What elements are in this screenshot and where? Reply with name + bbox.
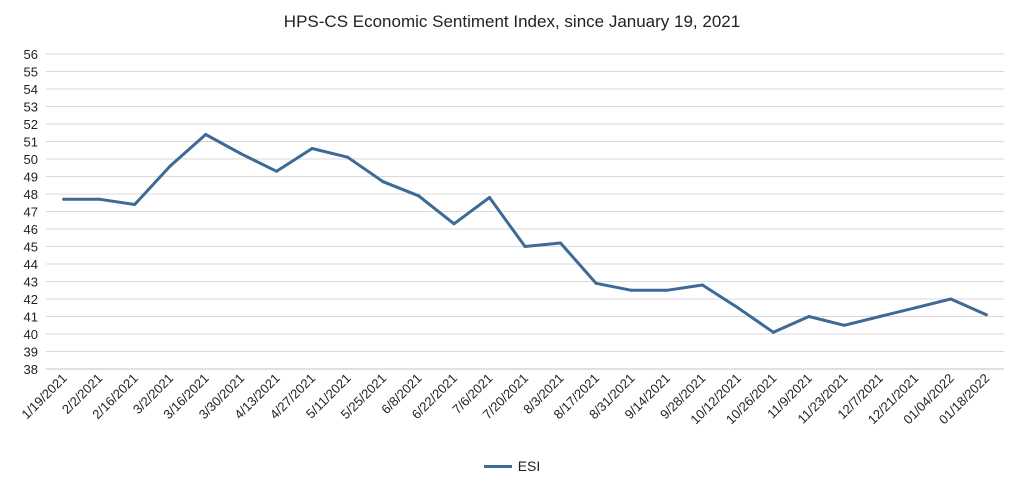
data-point-8 bbox=[346, 155, 350, 159]
data-point-3 bbox=[168, 164, 172, 168]
y-tick-label-40: 40 bbox=[24, 327, 38, 342]
data-point-11 bbox=[452, 222, 456, 226]
data-point-4 bbox=[204, 133, 208, 136]
y-tick-label-43: 43 bbox=[24, 275, 38, 290]
y-tick-label-41: 41 bbox=[24, 310, 38, 325]
data-point-19 bbox=[736, 306, 740, 310]
y-tick-label-47: 47 bbox=[24, 205, 38, 220]
data-point-6 bbox=[275, 169, 279, 173]
data-point-26 bbox=[984, 313, 988, 317]
y-tick-label-49: 49 bbox=[24, 170, 38, 185]
data-point-18 bbox=[700, 283, 704, 287]
x-tick-label-0: 1/19/2021 bbox=[18, 371, 70, 423]
data-point-15 bbox=[594, 281, 598, 285]
data-point-22 bbox=[842, 323, 846, 327]
y-tick-label-38: 38 bbox=[24, 362, 38, 377]
data-point-5 bbox=[239, 152, 243, 156]
y-tick-label-54: 54 bbox=[24, 82, 38, 97]
data-point-21 bbox=[807, 315, 811, 318]
data-point-2 bbox=[133, 203, 137, 206]
y-tick-label-55: 55 bbox=[24, 65, 38, 80]
data-point-20 bbox=[771, 330, 775, 334]
y-tick-label-39: 39 bbox=[24, 345, 38, 360]
y-tick-label-50: 50 bbox=[24, 152, 38, 167]
chart-title: HPS-CS Economic Sentiment Index, since J… bbox=[283, 12, 741, 31]
data-point-10 bbox=[417, 194, 421, 198]
y-tick-label-48: 48 bbox=[24, 187, 38, 202]
y-tick-label-56: 56 bbox=[24, 47, 38, 62]
y-tick-label-51: 51 bbox=[24, 135, 38, 150]
data-point-17 bbox=[665, 288, 669, 292]
data-point-13 bbox=[523, 245, 527, 248]
data-point-1 bbox=[97, 197, 101, 201]
data-point-25 bbox=[949, 297, 953, 301]
data-point-23 bbox=[878, 315, 882, 318]
y-tick-label-42: 42 bbox=[24, 292, 38, 307]
data-point-7 bbox=[310, 147, 314, 150]
data-point-14 bbox=[558, 241, 562, 245]
legend-label-esi: ESI bbox=[517, 458, 541, 474]
y-tick-label-45: 45 bbox=[24, 240, 38, 255]
y-tick-label-46: 46 bbox=[24, 222, 38, 237]
data-point-0 bbox=[62, 197, 66, 201]
series-line-esi bbox=[62, 133, 988, 334]
y-tick-label-44: 44 bbox=[24, 257, 38, 272]
data-point-24 bbox=[913, 306, 917, 310]
data-point-9 bbox=[381, 180, 385, 184]
legend-swatch-esi bbox=[483, 464, 512, 468]
y-tick-label-52: 52 bbox=[24, 117, 38, 132]
data-point-12 bbox=[488, 196, 492, 199]
y-tick-label-53: 53 bbox=[24, 100, 38, 115]
chart-legend: ESI bbox=[0, 458, 1024, 474]
data-point-16 bbox=[629, 288, 633, 292]
